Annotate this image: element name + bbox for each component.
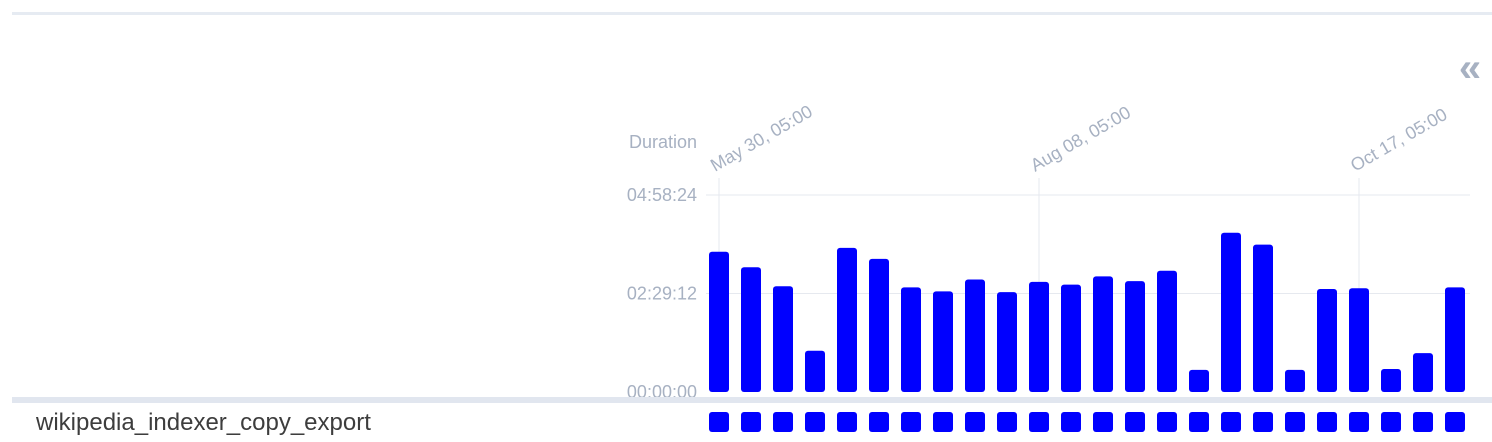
duration-bars — [709, 232, 1465, 392]
run-status-cell[interactable] — [773, 412, 793, 432]
run-status-cell[interactable] — [1381, 412, 1401, 432]
duration-bar[interactable] — [997, 292, 1017, 392]
run-status-cell[interactable] — [901, 412, 921, 432]
duration-bar[interactable] — [933, 291, 953, 392]
duration-bar[interactable] — [1445, 287, 1465, 392]
x-tick-label: Oct 17, 05:00 — [1347, 104, 1451, 175]
duration-bar[interactable] — [1221, 232, 1241, 392]
run-status-cell[interactable] — [1317, 412, 1337, 432]
duration-bar[interactable] — [837, 247, 857, 392]
run-status-row — [709, 412, 1465, 432]
run-status-cell[interactable] — [1093, 412, 1113, 432]
duration-bar[interactable] — [1061, 284, 1081, 392]
top-divider — [12, 12, 1492, 15]
x-tick-label: Aug 08, 05:00 — [1027, 102, 1134, 175]
x-tick-label: May 30, 05:00 — [707, 101, 816, 175]
run-status-cell[interactable] — [1285, 412, 1305, 432]
duration-bar[interactable] — [1029, 281, 1049, 392]
run-status-cell[interactable] — [965, 412, 985, 432]
run-status-cell[interactable] — [1029, 412, 1049, 432]
x-axis: May 30, 05:00 Aug 08, 05:00 Oct 17, 05:00 — [707, 101, 1451, 175]
double-chevron-left-icon[interactable]: « — [1458, 46, 1482, 90]
duration-bar[interactable] — [965, 279, 985, 392]
dag-row-name[interactable]: wikipedia_indexer_copy_export — [36, 409, 371, 436]
duration-bar[interactable] — [1349, 288, 1369, 392]
duration-bar[interactable] — [1125, 281, 1145, 392]
y-axis-title: Duration — [629, 132, 697, 152]
duration-bar[interactable] — [709, 251, 729, 392]
run-status-cell[interactable] — [1253, 412, 1273, 432]
run-status-cell[interactable] — [1349, 412, 1369, 432]
duration-bar[interactable] — [741, 267, 761, 392]
y-tick-label: 04:58:24 — [627, 185, 697, 205]
run-status-cell[interactable] — [1413, 412, 1433, 432]
run-status-cell[interactable] — [741, 412, 761, 432]
duration-bar[interactable] — [1381, 369, 1401, 392]
run-status-cell[interactable] — [869, 412, 889, 432]
duration-bar[interactable] — [1285, 369, 1305, 392]
run-status-cell[interactable] — [1221, 412, 1241, 432]
duration-bar[interactable] — [1189, 369, 1209, 392]
duration-bar[interactable] — [773, 286, 793, 392]
run-status-cell[interactable] — [933, 412, 953, 432]
y-tick-label: 02:29:12 — [627, 283, 697, 303]
duration-bar[interactable] — [1093, 276, 1113, 392]
run-status-cell[interactable] — [1125, 412, 1145, 432]
run-status-cell[interactable] — [1157, 412, 1177, 432]
run-status-cell[interactable] — [805, 412, 825, 432]
duration-bar[interactable] — [901, 287, 921, 392]
duration-bar[interactable] — [805, 350, 825, 392]
run-status-cell[interactable] — [997, 412, 1017, 432]
row-divider — [12, 397, 1492, 403]
duration-bar[interactable] — [1413, 353, 1433, 392]
duration-bar[interactable] — [1317, 289, 1337, 392]
run-status-cell[interactable] — [1061, 412, 1081, 432]
duration-bar[interactable] — [1253, 244, 1273, 392]
run-status-cell[interactable] — [709, 412, 729, 432]
run-status-cell[interactable] — [837, 412, 857, 432]
run-status-cell[interactable] — [1189, 412, 1209, 432]
run-status-cell[interactable] — [1445, 412, 1465, 432]
duration-bar[interactable] — [1157, 270, 1177, 392]
duration-bar[interactable] — [869, 258, 889, 392]
